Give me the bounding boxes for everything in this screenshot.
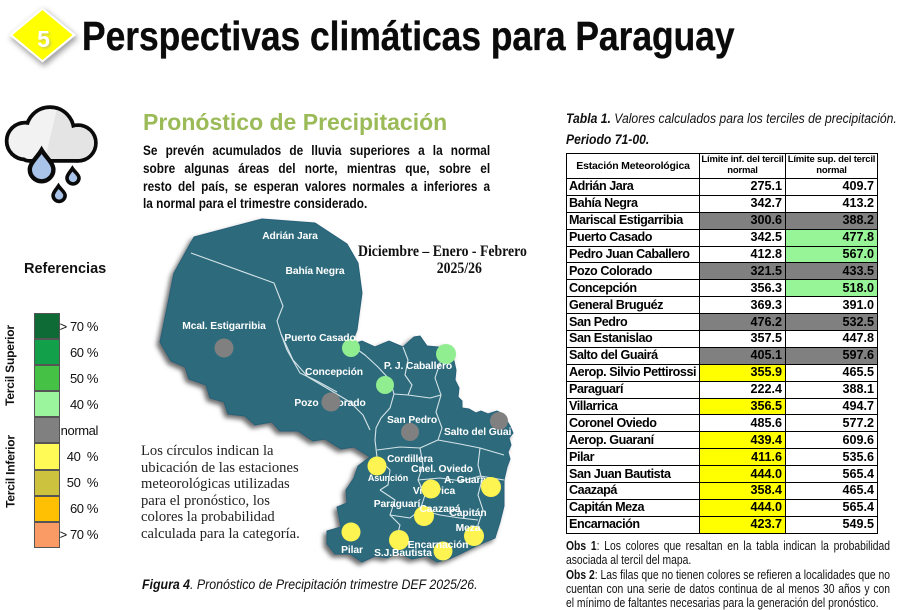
svg-text:Concepción: Concepción (305, 367, 363, 378)
svg-text:Adrián Jara: Adrián Jara (262, 231, 318, 242)
svg-text:Capitán: Capitán (449, 508, 486, 519)
svg-text:Mcal. Estigarribia: Mcal. Estigarribia (182, 321, 266, 332)
svg-text:Caazapá: Caazapá (419, 504, 460, 515)
svg-text:S.J.Bautista: S.J.Bautista (374, 548, 432, 559)
svg-text:Bahía Negra: Bahía Negra (286, 266, 345, 277)
svg-text:Meza: Meza (456, 523, 481, 534)
svg-text:Encarnación: Encarnación (408, 540, 469, 551)
svg-text:Cordillera: Cordillera (387, 454, 433, 465)
svg-text:P. J. Caballero: P. J. Caballero (384, 361, 452, 372)
svg-text:San Pedro: San Pedro (387, 415, 437, 426)
svg-text:Paraguarí: Paraguarí (374, 499, 422, 510)
svg-text:Pilar: Pilar (341, 545, 363, 556)
svg-text:Salto del Guai: Salto del Guai (444, 427, 511, 438)
svg-text:Asunción: Asunción (368, 473, 408, 483)
svg-text:5: 5 (37, 26, 50, 52)
svg-text:Puerto Casado: Puerto Casado (284, 333, 355, 344)
svg-text:A. Guara: A. Guara (444, 475, 486, 486)
svg-text:Cnel. Oviedo: Cnel. Oviedo (411, 464, 473, 475)
svg-text:5: 5 (39, 28, 52, 54)
